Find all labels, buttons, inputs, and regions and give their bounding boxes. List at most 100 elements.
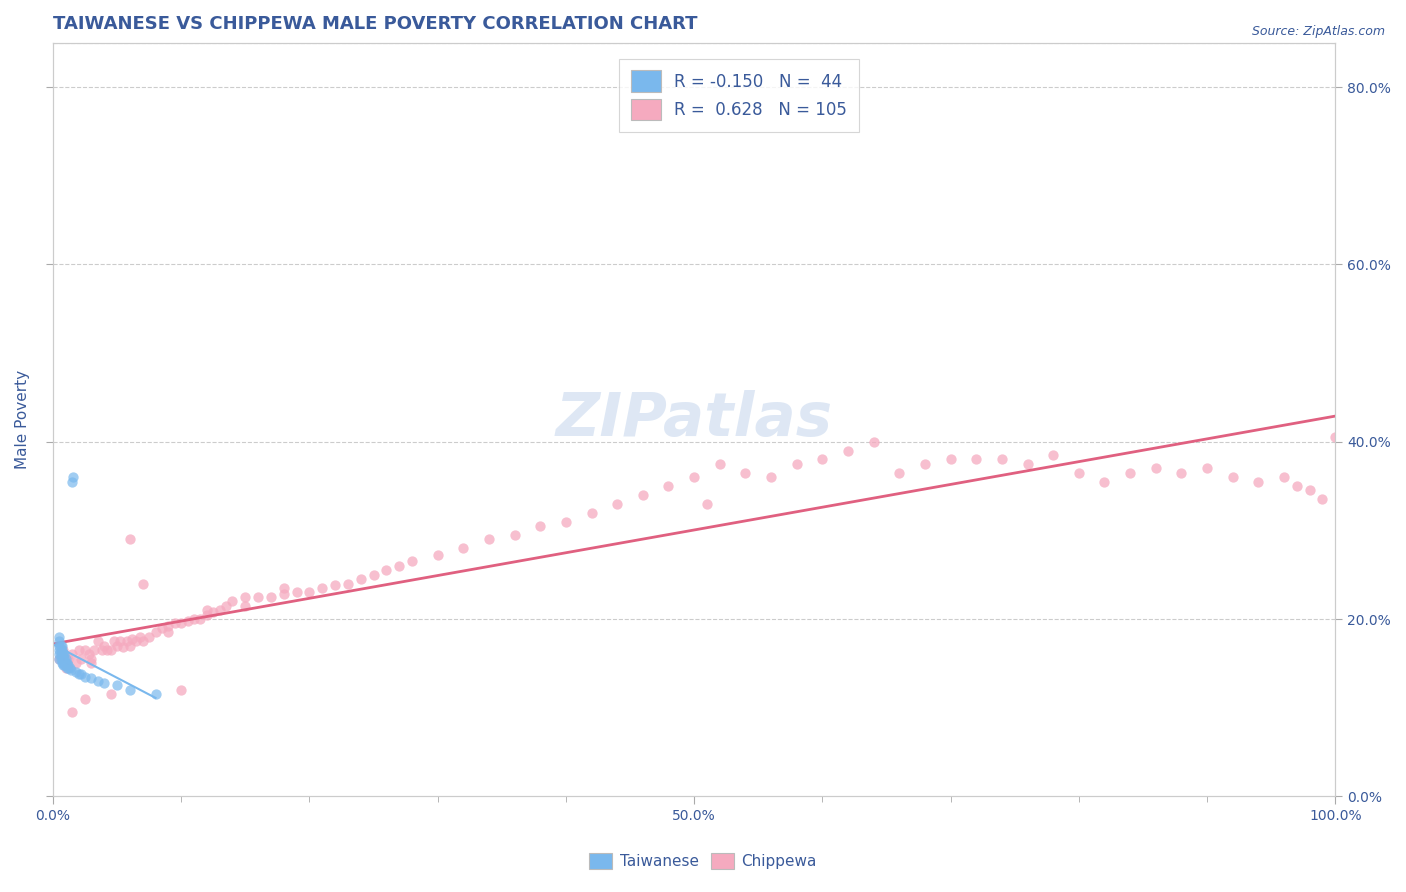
Point [157, 625, 180, 640]
Point [285, 585, 308, 599]
Point [65, 665, 87, 680]
Point [323, 578, 346, 592]
Point [1144, 461, 1167, 475]
Point [131, 634, 153, 648]
Point [96, 643, 118, 657]
Point [170, 682, 193, 697]
Point [56, 657, 79, 671]
Point [837, 443, 859, 458]
Point [1170, 466, 1192, 480]
Point [734, 466, 756, 480]
Point [1247, 475, 1270, 489]
Point [1017, 457, 1039, 471]
Point [48, 648, 70, 662]
Point [260, 590, 283, 604]
Point [696, 497, 718, 511]
Point [49, 639, 72, 653]
Point [215, 599, 238, 613]
Point [93, 676, 115, 690]
Point [73, 670, 96, 684]
Point [1285, 479, 1308, 493]
Point [363, 567, 385, 582]
Point [52, 646, 75, 660]
Point [1067, 466, 1090, 480]
Point [163, 616, 186, 631]
Point [889, 466, 911, 480]
Point [759, 470, 782, 484]
Point [73, 643, 96, 657]
Point [67, 667, 90, 681]
Point [125, 634, 148, 648]
Point [80, 652, 103, 666]
Point [453, 541, 475, 555]
Point [247, 590, 270, 604]
Point [51, 648, 73, 662]
Point [202, 605, 225, 619]
Point [103, 634, 125, 648]
Point [1222, 470, 1244, 484]
Point [1042, 448, 1064, 462]
Point [426, 548, 449, 562]
Point [59, 663, 82, 677]
Point [554, 515, 576, 529]
Point [55, 652, 77, 666]
Point [631, 488, 654, 502]
Point [1272, 470, 1295, 484]
Point [1298, 483, 1320, 498]
Point [55, 658, 77, 673]
Point [52, 658, 75, 673]
Point [49, 648, 72, 662]
Point [70, 652, 93, 666]
Point [129, 630, 152, 644]
Point [375, 563, 398, 577]
Y-axis label: Male Poverty: Male Poverty [15, 370, 30, 469]
Point [73, 691, 96, 706]
Point [478, 533, 501, 547]
Point [1197, 461, 1219, 475]
Point [1312, 492, 1334, 507]
Point [80, 672, 103, 686]
Point [298, 585, 321, 599]
Point [786, 457, 808, 471]
Legend: Taiwanese, Chippewa: Taiwanese, Chippewa [583, 847, 823, 875]
Point [87, 674, 110, 689]
Point [176, 614, 198, 628]
Point [862, 434, 884, 449]
Point [811, 452, 834, 467]
Point [87, 634, 110, 648]
Point [311, 581, 333, 595]
Point [48, 643, 70, 657]
Point [100, 687, 122, 701]
Point [195, 603, 218, 617]
Point [233, 590, 256, 604]
Point [58, 658, 80, 673]
Point [48, 652, 70, 666]
Point [49, 643, 72, 657]
Point [145, 625, 167, 640]
Point [67, 643, 90, 657]
Point [965, 452, 987, 467]
Text: ZIPatlas: ZIPatlas [555, 390, 832, 449]
Point [62, 470, 84, 484]
Point [53, 655, 76, 669]
Point [138, 630, 160, 644]
Point [51, 657, 73, 671]
Point [51, 652, 73, 666]
Point [233, 599, 256, 613]
Point [105, 639, 128, 653]
Point [53, 652, 76, 666]
Point [52, 643, 75, 657]
Point [58, 652, 80, 666]
Point [336, 576, 359, 591]
Point [529, 519, 551, 533]
Text: Source: ZipAtlas.com: Source: ZipAtlas.com [1251, 25, 1385, 38]
Legend: R = -0.150   N =  44, R =  0.628   N = 105: R = -0.150 N = 44, R = 0.628 N = 105 [619, 59, 859, 132]
Point [683, 470, 706, 484]
Point [991, 452, 1014, 467]
Point [183, 612, 205, 626]
Point [606, 497, 628, 511]
Point [118, 639, 141, 653]
Point [273, 587, 295, 601]
Point [503, 528, 526, 542]
Point [150, 621, 173, 635]
